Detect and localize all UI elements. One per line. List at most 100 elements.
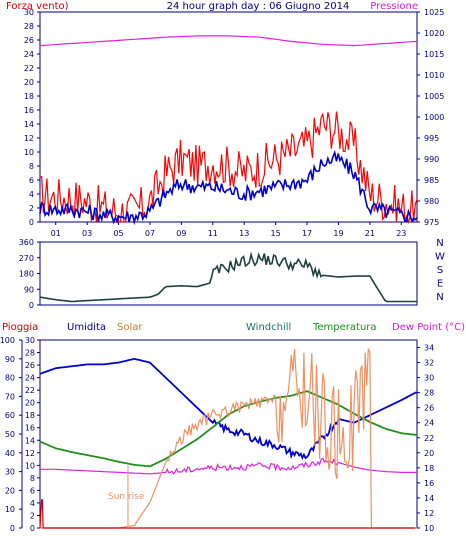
humidity-tick: 100 [0, 336, 15, 345]
hour-tick: 07 [145, 229, 155, 238]
wind-speed-tick: 10 [24, 148, 34, 157]
humidity-tick: 10 [5, 505, 15, 514]
wind-speed-tick: 0 [29, 218, 34, 227]
humidity-tick: 0 [10, 524, 15, 533]
hour-tick: 19 [333, 229, 343, 238]
temperature-tick: 26 [424, 404, 434, 413]
wind-speed-tick: 8 [29, 162, 34, 171]
wind-speed-tick: 30 [24, 8, 34, 17]
series-rain-line [39, 499, 416, 529]
pressure-axis: 975 980 985 990 995 1000 1005 1010 1015 1020 1025 [417, 8, 444, 227]
temperature-tick: 30 [424, 374, 434, 383]
hour-tick: 09 [176, 229, 186, 238]
pressure-tick: 1020 [424, 29, 444, 38]
humidity-tick: 50 [5, 430, 15, 439]
rain-tick: 16 [25, 424, 35, 433]
temperature-tick: 34 [424, 344, 434, 353]
header-right-label: Pressione [370, 1, 418, 12]
compass-label: S [437, 265, 443, 276]
temperature-tick: 10 [424, 524, 434, 533]
hour-tick: 15 [271, 229, 281, 238]
pressure-tick: 985 [424, 176, 439, 185]
wind-speed-tick: 2 [29, 204, 34, 213]
temperature-tick: 22 [424, 434, 434, 443]
wind-speed-tick: 20 [24, 78, 34, 87]
pressure-tick: 1005 [424, 92, 444, 101]
direction-tick: 270 [19, 254, 34, 263]
rain-tick: 24 [25, 374, 35, 383]
rain-tick: 12 [25, 449, 35, 458]
pressure-tick: 1010 [424, 71, 444, 80]
humidity-tick: 20 [5, 486, 15, 495]
rain-tick: 8 [30, 474, 35, 483]
wind-speed-tick: 4 [29, 190, 34, 199]
series-avg-line [39, 149, 418, 226]
compass-label: W [435, 252, 445, 263]
rain-tick: 4 [30, 499, 35, 508]
pressure-tick: 990 [424, 155, 439, 164]
humidity-axis: 0 10 20 30 40 50 60 70 80 90 100 [0, 336, 22, 533]
rain-tick: 30 [25, 336, 35, 345]
legend-humidity: Umidita [67, 322, 106, 333]
rain-tick: 0 [30, 524, 35, 533]
temperature-tick: 24 [424, 419, 434, 428]
compass-label: N [436, 238, 443, 249]
rain-tick: 26 [25, 361, 35, 370]
sunrise-annotation: Sun rise [108, 492, 145, 502]
humidity-tick: 40 [5, 449, 15, 458]
direction-tick: 0 [29, 301, 34, 310]
rain-tick: 28 [25, 349, 35, 358]
hour-tick: 01 [51, 229, 61, 238]
humidity-tick: 90 [5, 355, 15, 364]
series-direction-line [39, 251, 417, 303]
legend-solar: Solar [117, 322, 143, 333]
legend-dewpoint: Dew Point (°C) [392, 322, 465, 333]
temperature-tick: 14 [424, 494, 434, 503]
legend-windchill: Windchill [246, 322, 291, 333]
pressure-tick: 1025 [424, 8, 444, 17]
wind-speed-tick: 24 [24, 50, 34, 59]
direction-axis: 0 90 180 270 360 [19, 238, 40, 310]
pressure-tick: 1000 [424, 113, 444, 122]
wind-speed-tick: 12 [24, 134, 34, 143]
rain-tick: 14 [25, 436, 35, 445]
pressure-tick: 995 [424, 134, 439, 143]
compass-label: E [437, 279, 443, 290]
pressure-tick: 980 [424, 197, 439, 206]
legend-rain: Pioggia [2, 322, 38, 333]
rain-tick: 22 [25, 386, 35, 395]
wind-direction-plot-area [39, 241, 418, 306]
weather-plot-area [39, 339, 418, 529]
wind-pressure-series [39, 35, 418, 226]
hour-axis: 01 03 05 07 09 11 13 15 17 19 21 23 [51, 222, 406, 238]
direction-tick: 360 [19, 238, 34, 247]
series-dewpoint-line [40, 457, 417, 475]
compass-label: N [436, 292, 443, 303]
series-gust-line [39, 111, 418, 225]
weather-series [39, 348, 417, 529]
temperature-tick: 28 [424, 389, 434, 398]
wind-speed-tick: 6 [29, 176, 34, 185]
rain-tick: 10 [25, 461, 35, 470]
temperature-tick: 16 [424, 479, 434, 488]
legend-temperature: Temperatura [312, 322, 377, 333]
wind-speed-tick: 18 [24, 92, 34, 101]
temperature-tick: 32 [424, 359, 434, 368]
pressure-tick: 975 [424, 218, 439, 227]
direction-tick: 90 [24, 285, 34, 294]
hour-tick: 13 [239, 229, 249, 238]
wind-speed-tick: 28 [24, 22, 34, 31]
humidity-tick: 60 [5, 411, 15, 420]
temperature-axis: 10 12 14 16 18 20 22 24 26 28 30 32 34 [417, 344, 434, 533]
direction-tick: 180 [19, 270, 34, 279]
rain-tick: 18 [25, 411, 35, 420]
hour-tick: 03 [82, 229, 92, 238]
series-pressure-line [39, 35, 418, 47]
pressure-tick: 1015 [424, 50, 444, 59]
wind-speed-tick: 14 [24, 120, 34, 129]
